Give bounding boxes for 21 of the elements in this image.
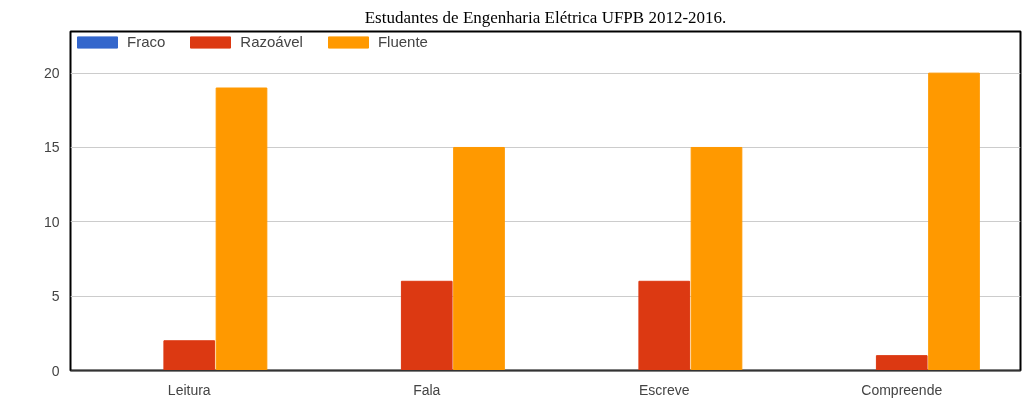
y-tick-label: 15 (43, 139, 60, 156)
y-tick-label: 10 (43, 213, 60, 230)
legend-label: Razoável (240, 33, 303, 50)
bar (163, 340, 216, 371)
bar (215, 87, 268, 371)
y-tick-label: 5 (51, 288, 60, 305)
x-tick-label: Compreende (861, 381, 943, 398)
x-tick-label: Leitura (167, 381, 211, 398)
chart-title: Estudantes de Engenharia Elétrica UFPB 2012-2016. (364, 7, 727, 27)
bar (638, 280, 691, 371)
x-tick-label: Escreve (638, 381, 690, 398)
bar (875, 355, 928, 371)
legend-label: Fraco (127, 33, 166, 50)
bar (690, 146, 743, 371)
y-tick-label: 0 (51, 362, 60, 379)
x-tick-label: Fala (413, 381, 441, 398)
bar (453, 146, 505, 371)
bar (400, 280, 453, 371)
bar (928, 72, 980, 371)
legend-label: Fluente (377, 33, 428, 50)
y-tick-label: 20 (43, 65, 60, 82)
